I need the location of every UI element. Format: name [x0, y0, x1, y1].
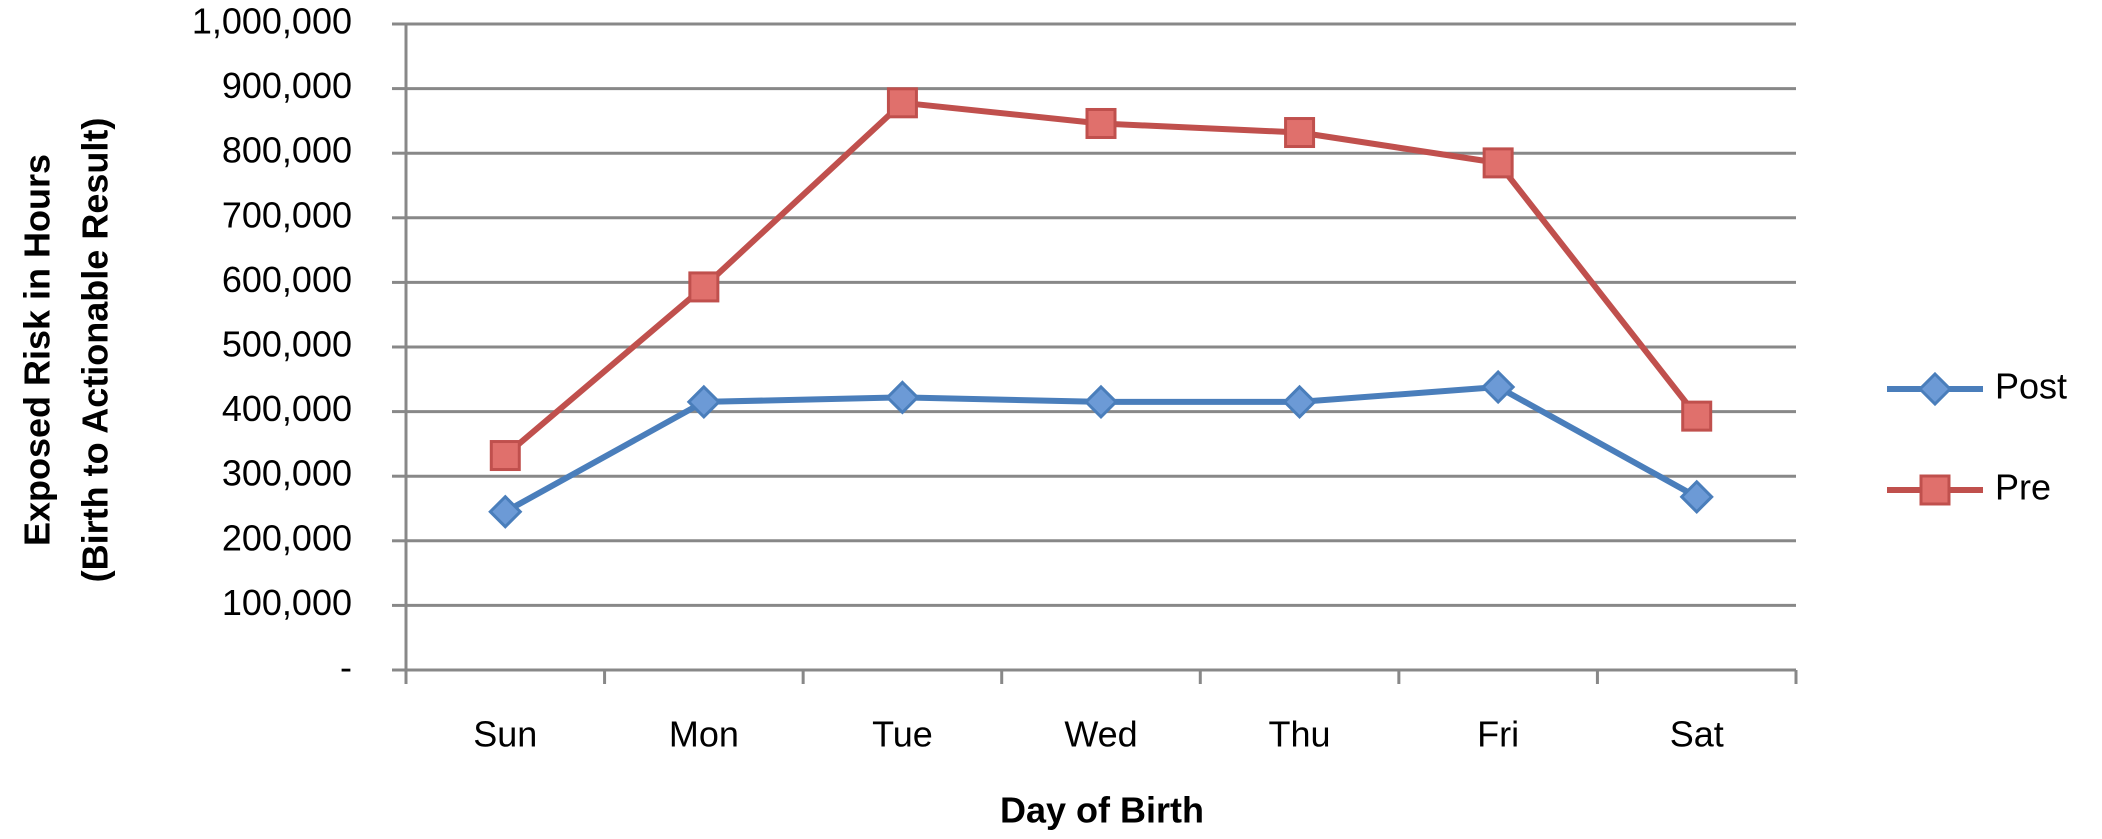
data-point [1085, 107, 1117, 139]
y-tick-label: 1,000,000 [192, 1, 352, 42]
legend-label: Post [1995, 366, 2067, 407]
y-tick-label: 900,000 [222, 65, 352, 106]
data-point [489, 440, 521, 472]
y-tick-label: 100,000 [222, 582, 352, 623]
data-point [1482, 147, 1514, 179]
x-tick-label: Fri [1477, 714, 1519, 755]
data-point [1681, 400, 1713, 432]
y-axis-title: Exposed Risk in Hours [17, 154, 58, 546]
y-axis-title: (Birth to Actionable Result) [75, 118, 116, 583]
x-tick-label: Mon [669, 714, 739, 755]
data-point [1284, 117, 1316, 149]
x-tick-label: Thu [1269, 714, 1331, 755]
data-point [885, 380, 920, 415]
data-point [1679, 479, 1714, 514]
y-tick-label: 200,000 [222, 517, 352, 558]
data-point [886, 87, 918, 119]
data-point [688, 271, 720, 303]
x-tick-label: Wed [1064, 714, 1137, 755]
legend-marker [1919, 474, 1951, 506]
x-tick-label: Sat [1670, 714, 1724, 755]
data-point [488, 494, 523, 529]
y-tick-label: - [340, 647, 352, 688]
x-tick-label: Tue [872, 714, 933, 755]
data-point [686, 384, 721, 420]
y-tick-label: 600,000 [222, 259, 352, 300]
x-tick-label: Sun [473, 714, 537, 755]
x-axis-title: Day of Birth [1000, 790, 1204, 831]
data-point [1083, 384, 1119, 420]
data-point [1282, 384, 1317, 420]
legend-label: Pre [1995, 467, 2051, 508]
y-tick-label: 800,000 [222, 130, 352, 171]
data-point [1481, 369, 1516, 405]
y-tick-label: 300,000 [222, 453, 352, 494]
y-tick-label: 500,000 [222, 324, 352, 365]
legend-marker [1917, 371, 1953, 407]
y-tick-label: 400,000 [222, 388, 352, 429]
y-tick-label: 700,000 [222, 194, 352, 235]
